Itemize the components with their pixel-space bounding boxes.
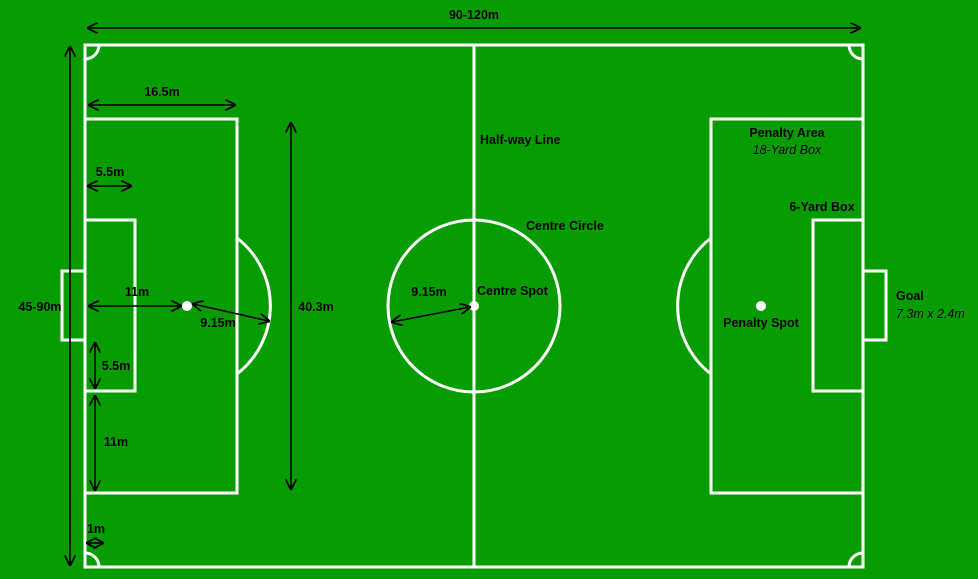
right-penalty-spot: [756, 301, 766, 311]
label-overall-width: 45-90m: [18, 300, 61, 314]
label-penalty-area-offset: 11m: [104, 435, 128, 449]
label-goal-area-depth: 5.5m: [96, 165, 125, 179]
label-penalty-spot: Penalty Spot: [723, 316, 800, 330]
label-goal-area-offset: 5.5m: [102, 359, 131, 373]
arrow-penalty-arc-radius: [193, 304, 269, 321]
arrow-centre-circle-radius: [392, 307, 470, 322]
label-penalty-area: Penalty Area: [749, 126, 825, 140]
right-goal: [861, 269, 888, 342]
label-penalty-area-alias: 18-Yard Box: [753, 143, 822, 157]
label-penalty-area-width: 40.3m: [298, 300, 333, 314]
corner-arc-top-left: [84, 44, 101, 61]
label-six-yard-box: 6-Yard Box: [789, 200, 854, 214]
label-penalty-spot-distance: 11m: [125, 285, 149, 299]
corner-arc-bottom-left: [84, 551, 101, 568]
corner-arc-bottom-right: [847, 551, 864, 568]
left-penalty-spot: [182, 301, 192, 311]
label-centre-circle-radius: 9.15m: [411, 285, 446, 299]
label-halfway-line: Half-way Line: [480, 133, 561, 147]
label-penalty-area-depth: 16.5m: [144, 85, 179, 99]
label-centre-spot: Centre Spot: [477, 284, 549, 298]
label-centre-circle: Centre Circle: [526, 219, 604, 233]
label-corner-arc-radius: 1m: [87, 522, 105, 536]
centre-spot: [469, 301, 479, 311]
label-penalty-arc-radius: 9.15m: [200, 316, 235, 330]
label-goal: Goal: [896, 289, 924, 303]
corner-arc-top-right: [847, 44, 864, 61]
centre-circle: [386, 218, 562, 394]
right-penalty-arc: [676, 236, 712, 376]
label-overall-length: 90-120m: [449, 8, 499, 22]
label-goal-size: 7.3m x 2.4m: [896, 307, 965, 321]
